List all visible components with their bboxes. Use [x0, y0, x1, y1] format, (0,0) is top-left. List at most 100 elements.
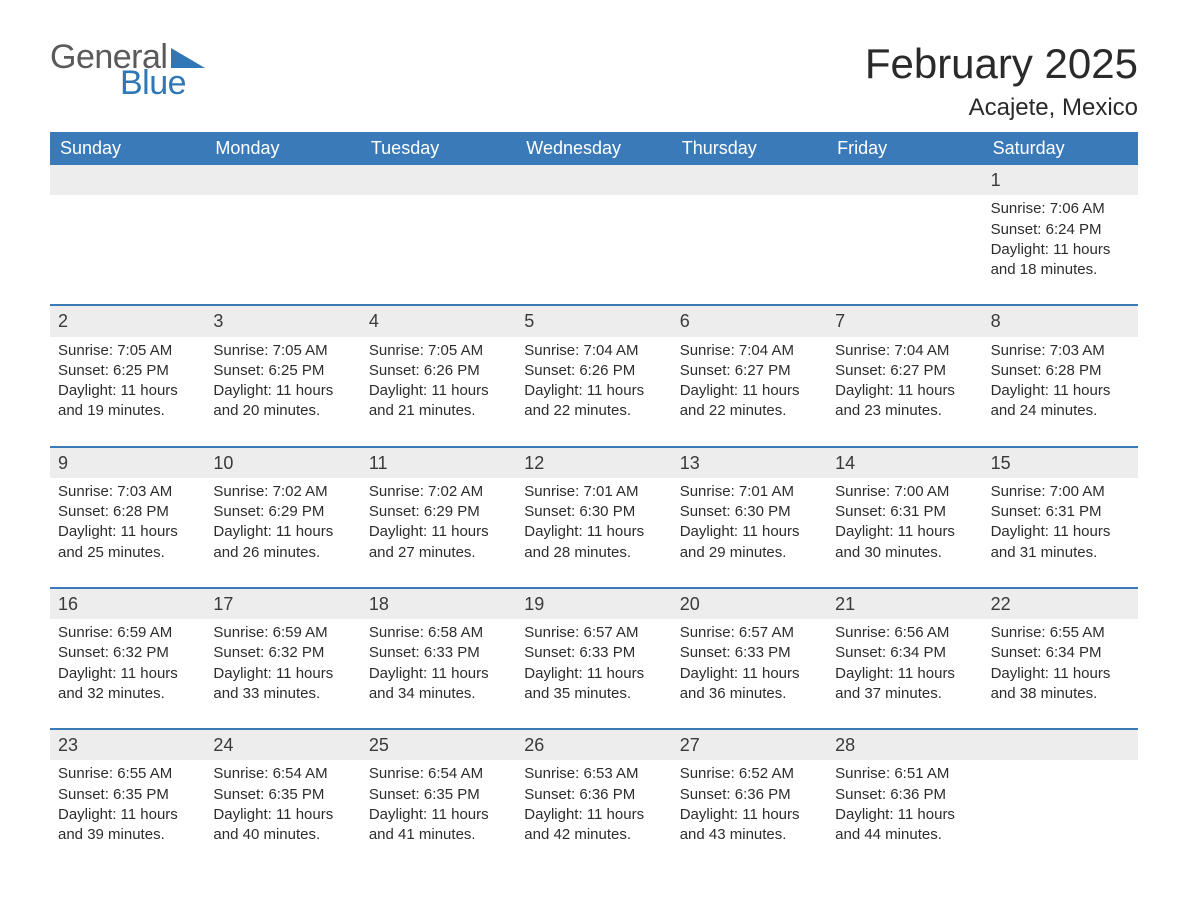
calendar-cell: 7Sunrise: 7:04 AMSunset: 6:27 PMDaylight…: [827, 306, 982, 431]
day-number: 19: [516, 589, 671, 619]
sunset-label: Sunset:: [680, 644, 735, 661]
sunrise-value: 6:58 AM: [428, 624, 483, 641]
sunset-line: Sunset: 6:32 PM: [58, 643, 197, 663]
sunrise-line: Sunrise: 6:52 AM: [680, 764, 819, 784]
weeks-container: 1Sunrise: 7:06 AMSunset: 6:24 PMDaylight…: [50, 165, 1138, 855]
sunrise-value: 6:56 AM: [894, 624, 949, 641]
calendar-cell: 4Sunrise: 7:05 AMSunset: 6:26 PMDaylight…: [361, 306, 516, 431]
sunset-line: Sunset: 6:34 PM: [835, 643, 974, 663]
sunset-line: Sunset: 6:33 PM: [524, 643, 663, 663]
day-number: 16: [50, 589, 205, 619]
sunset-label: Sunset:: [524, 786, 579, 803]
sunset-line: Sunset: 6:31 PM: [991, 502, 1130, 522]
daylight-label: Daylight:: [835, 806, 898, 823]
brand-word-blue: Blue: [120, 66, 205, 100]
sunrise-value: 6:55 AM: [1050, 624, 1105, 641]
sunset-value: 6:33 PM: [579, 644, 635, 661]
sunrise-line: Sunrise: 6:58 AM: [369, 623, 508, 643]
day-number: 5: [516, 306, 671, 336]
daylight-label: Daylight:: [213, 665, 276, 682]
sunrise-line: Sunrise: 7:03 AM: [991, 341, 1130, 361]
sunrise-value: 6:57 AM: [583, 624, 638, 641]
sunrise-value: 6:53 AM: [583, 765, 638, 782]
sunset-value: 6:32 PM: [268, 644, 324, 661]
sunrise-line: Sunrise: 7:06 AM: [991, 199, 1130, 219]
sunrise-line: Sunrise: 7:00 AM: [991, 482, 1130, 502]
calendar-cell: 11Sunrise: 7:02 AMSunset: 6:29 PMDayligh…: [361, 448, 516, 573]
sunrise-line: Sunrise: 7:05 AM: [369, 341, 508, 361]
daylight-line: Daylight: 11 hours and 25 minutes.: [58, 522, 197, 563]
daylight-line: Daylight: 11 hours and 28 minutes.: [524, 522, 663, 563]
sunset-line: Sunset: 6:36 PM: [524, 785, 663, 805]
day-number: 10: [205, 448, 360, 478]
sunset-line: Sunset: 6:34 PM: [991, 643, 1130, 663]
sunset-line: Sunset: 6:27 PM: [680, 361, 819, 381]
calendar-cell: 24Sunrise: 6:54 AMSunset: 6:35 PMDayligh…: [205, 730, 360, 855]
daylight-label: Daylight:: [991, 665, 1054, 682]
sunrise-label: Sunrise:: [524, 765, 583, 782]
sunset-line: Sunset: 6:36 PM: [835, 785, 974, 805]
location-label: Acajete, Mexico: [865, 94, 1138, 122]
daylight-label: Daylight:: [524, 523, 587, 540]
day-number: 11: [361, 448, 516, 478]
sunset-label: Sunset:: [369, 503, 424, 520]
daylight-label: Daylight:: [369, 382, 432, 399]
daylight-label: Daylight:: [835, 665, 898, 682]
day-number: 14: [827, 448, 982, 478]
sunset-value: 6:36 PM: [735, 786, 791, 803]
daylight-line: Daylight: 11 hours and 19 minutes.: [58, 381, 197, 422]
sunrise-label: Sunrise:: [369, 483, 428, 500]
sunset-value: 6:35 PM: [113, 786, 169, 803]
sunset-value: 6:29 PM: [424, 503, 480, 520]
sunrise-line: Sunrise: 6:57 AM: [524, 623, 663, 643]
sunrise-value: 6:57 AM: [739, 624, 794, 641]
day-number: [983, 730, 1138, 760]
sunset-value: 6:28 PM: [113, 503, 169, 520]
sunrise-line: Sunrise: 7:00 AM: [835, 482, 974, 502]
daylight-line: Daylight: 11 hours and 23 minutes.: [835, 381, 974, 422]
calendar-cell: 28Sunrise: 6:51 AMSunset: 6:36 PMDayligh…: [827, 730, 982, 855]
sunset-label: Sunset:: [213, 503, 268, 520]
calendar-week: 23Sunrise: 6:55 AMSunset: 6:35 PMDayligh…: [50, 728, 1138, 855]
sunset-value: 6:31 PM: [1046, 503, 1102, 520]
sunrise-label: Sunrise:: [524, 483, 583, 500]
sunrise-line: Sunrise: 7:04 AM: [835, 341, 974, 361]
sunset-label: Sunset:: [524, 503, 579, 520]
sunrise-line: Sunrise: 6:56 AM: [835, 623, 974, 643]
calendar-cell: 10Sunrise: 7:02 AMSunset: 6:29 PMDayligh…: [205, 448, 360, 573]
day-number: 4: [361, 306, 516, 336]
sunrise-label: Sunrise:: [680, 765, 739, 782]
sunset-value: 6:36 PM: [890, 786, 946, 803]
sunset-value: 6:33 PM: [735, 644, 791, 661]
sunset-line: Sunset: 6:35 PM: [213, 785, 352, 805]
daylight-label: Daylight:: [991, 241, 1054, 258]
daylight-line: Daylight: 11 hours and 22 minutes.: [680, 381, 819, 422]
daylight-line: Daylight: 11 hours and 30 minutes.: [835, 522, 974, 563]
sunset-line: Sunset: 6:33 PM: [680, 643, 819, 663]
sunset-line: Sunset: 6:24 PM: [991, 220, 1130, 240]
daylight-line: Daylight: 11 hours and 32 minutes.: [58, 664, 197, 705]
calendar-cell: 17Sunrise: 6:59 AMSunset: 6:32 PMDayligh…: [205, 589, 360, 714]
sunset-label: Sunset:: [991, 503, 1046, 520]
day-number: 6: [672, 306, 827, 336]
daylight-line: Daylight: 11 hours and 22 minutes.: [524, 381, 663, 422]
sunrise-line: Sunrise: 7:02 AM: [369, 482, 508, 502]
sunset-label: Sunset:: [991, 644, 1046, 661]
calendar-cell: 25Sunrise: 6:54 AMSunset: 6:35 PMDayligh…: [361, 730, 516, 855]
sunset-value: 6:26 PM: [579, 362, 635, 379]
sunrise-line: Sunrise: 6:57 AM: [680, 623, 819, 643]
sunrise-value: 6:59 AM: [273, 624, 328, 641]
weekday-header: Monday: [205, 132, 360, 165]
daylight-label: Daylight:: [524, 382, 587, 399]
sunset-line: Sunset: 6:30 PM: [680, 502, 819, 522]
daylight-label: Daylight:: [58, 523, 121, 540]
calendar-cell: 14Sunrise: 7:00 AMSunset: 6:31 PMDayligh…: [827, 448, 982, 573]
sunrise-line: Sunrise: 6:51 AM: [835, 764, 974, 784]
calendar-cell: 15Sunrise: 7:00 AMSunset: 6:31 PMDayligh…: [983, 448, 1138, 573]
weekday-header: Saturday: [983, 132, 1138, 165]
day-number: 9: [50, 448, 205, 478]
daylight-line: Daylight: 11 hours and 29 minutes.: [680, 522, 819, 563]
day-number: 24: [205, 730, 360, 760]
sunrise-value: 6:55 AM: [117, 765, 172, 782]
sunrise-label: Sunrise:: [991, 200, 1050, 217]
